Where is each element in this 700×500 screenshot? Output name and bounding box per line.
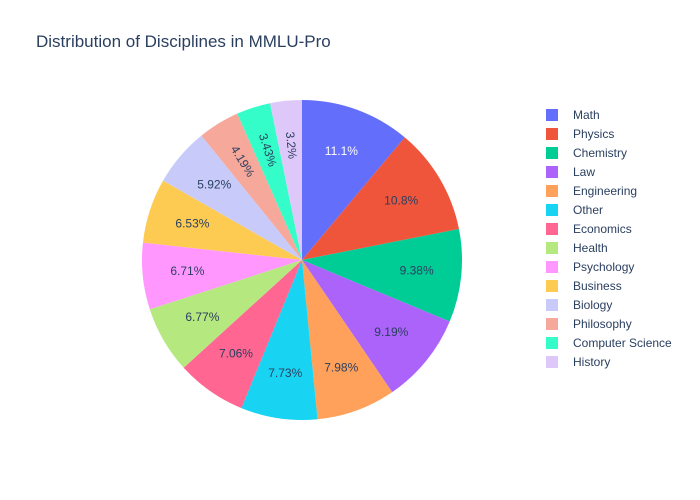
legend-label: Math bbox=[573, 107, 600, 122]
legend-label: Biology bbox=[573, 297, 613, 312]
slice-label-chemistry: 9.38% bbox=[400, 264, 434, 278]
legend-item-health[interactable]: Health bbox=[546, 238, 672, 257]
legend-label: Psychology bbox=[573, 259, 635, 274]
legend-label: Engineering bbox=[573, 183, 638, 198]
pie-slice-engineering[interactable] bbox=[302, 260, 393, 420]
slice-label-biology: 5.92% bbox=[197, 178, 231, 192]
pie-slice-economics[interactable] bbox=[183, 260, 302, 409]
legend-swatch bbox=[546, 146, 558, 159]
legend-item-math[interactable]: Math bbox=[546, 105, 672, 124]
legend-label: Law bbox=[573, 164, 596, 179]
legend-swatch bbox=[546, 203, 558, 216]
legend-label: Other bbox=[573, 202, 604, 217]
pie-slice-health[interactable] bbox=[149, 260, 302, 368]
pie-slice-physics[interactable] bbox=[302, 137, 459, 260]
legend-swatch bbox=[546, 336, 558, 349]
legend-item-law[interactable]: Law bbox=[546, 162, 672, 181]
slice-label-engineering: 7.98% bbox=[324, 360, 358, 374]
slice-label-physics: 10.8% bbox=[384, 194, 418, 208]
legend-swatch bbox=[546, 222, 558, 235]
slice-label-health: 6.77% bbox=[185, 310, 219, 324]
slice-label-law: 9.19% bbox=[374, 325, 408, 339]
legend-label: Physics bbox=[573, 126, 615, 141]
slice-label-psychology: 6.71% bbox=[170, 264, 204, 278]
slice-label-business: 6.53% bbox=[175, 217, 209, 231]
legend-item-business[interactable]: Business bbox=[546, 276, 672, 295]
legend-swatch bbox=[546, 317, 558, 330]
legend-swatch bbox=[546, 241, 558, 254]
legend-swatch bbox=[546, 165, 558, 178]
chart-title: Distribution of Disciplines in MMLU-Pro bbox=[36, 32, 331, 51]
legend-swatch bbox=[546, 298, 558, 311]
pie-slice-chemistry[interactable] bbox=[302, 229, 462, 322]
legend-label: History bbox=[573, 354, 611, 369]
pie-slice-history[interactable] bbox=[270, 100, 302, 260]
legend: Math Physics Chemistry Law Engineering Other E… bbox=[546, 105, 672, 371]
pie-slice-business[interactable] bbox=[142, 180, 302, 260]
pie-slice-psychology[interactable] bbox=[141, 242, 302, 310]
legend-item-psychology[interactable]: Psychology bbox=[546, 257, 672, 276]
pie-slice-biology[interactable] bbox=[163, 135, 302, 260]
legend-item-philosophy[interactable]: Philosophy bbox=[546, 314, 672, 333]
legend-item-history[interactable]: History bbox=[546, 352, 672, 371]
pie-slice-law[interactable] bbox=[302, 260, 450, 393]
legend-item-chemistry[interactable]: Chemistry bbox=[546, 143, 672, 162]
legend-swatch bbox=[546, 355, 558, 368]
legend-label: Economics bbox=[573, 221, 632, 236]
pie-slice-computer-science[interactable] bbox=[237, 103, 302, 260]
slice-label-math: 11.1% bbox=[325, 144, 358, 158]
pie-slices bbox=[141, 100, 462, 420]
legend-label: Computer Science bbox=[573, 335, 672, 350]
legend-label: Philosophy bbox=[573, 316, 632, 331]
pie-slice-other[interactable] bbox=[241, 260, 318, 420]
legend-label: Business bbox=[573, 278, 622, 293]
legend-item-physics[interactable]: Physics bbox=[546, 124, 672, 143]
slice-label-history: 3.2% bbox=[283, 131, 300, 160]
slice-label-economics: 7.06% bbox=[219, 347, 253, 361]
legend-swatch bbox=[546, 260, 558, 273]
legend-label: Health bbox=[573, 240, 608, 255]
legend-item-other[interactable]: Other bbox=[546, 200, 672, 219]
legend-swatch bbox=[546, 184, 558, 197]
legend-item-engineering[interactable]: Engineering bbox=[546, 181, 672, 200]
legend-swatch bbox=[546, 279, 558, 292]
legend-swatch bbox=[546, 127, 558, 140]
legend-swatch bbox=[546, 108, 558, 121]
pie-slice-math[interactable] bbox=[302, 100, 405, 260]
legend-item-computer-science[interactable]: Computer Science bbox=[546, 333, 672, 352]
legend-item-economics[interactable]: Economics bbox=[546, 219, 672, 238]
slice-label-other: 7.73% bbox=[268, 366, 302, 380]
legend-item-biology[interactable]: Biology bbox=[546, 295, 672, 314]
pie-slice-philosophy[interactable] bbox=[201, 113, 302, 260]
legend-label: Chemistry bbox=[573, 145, 628, 160]
